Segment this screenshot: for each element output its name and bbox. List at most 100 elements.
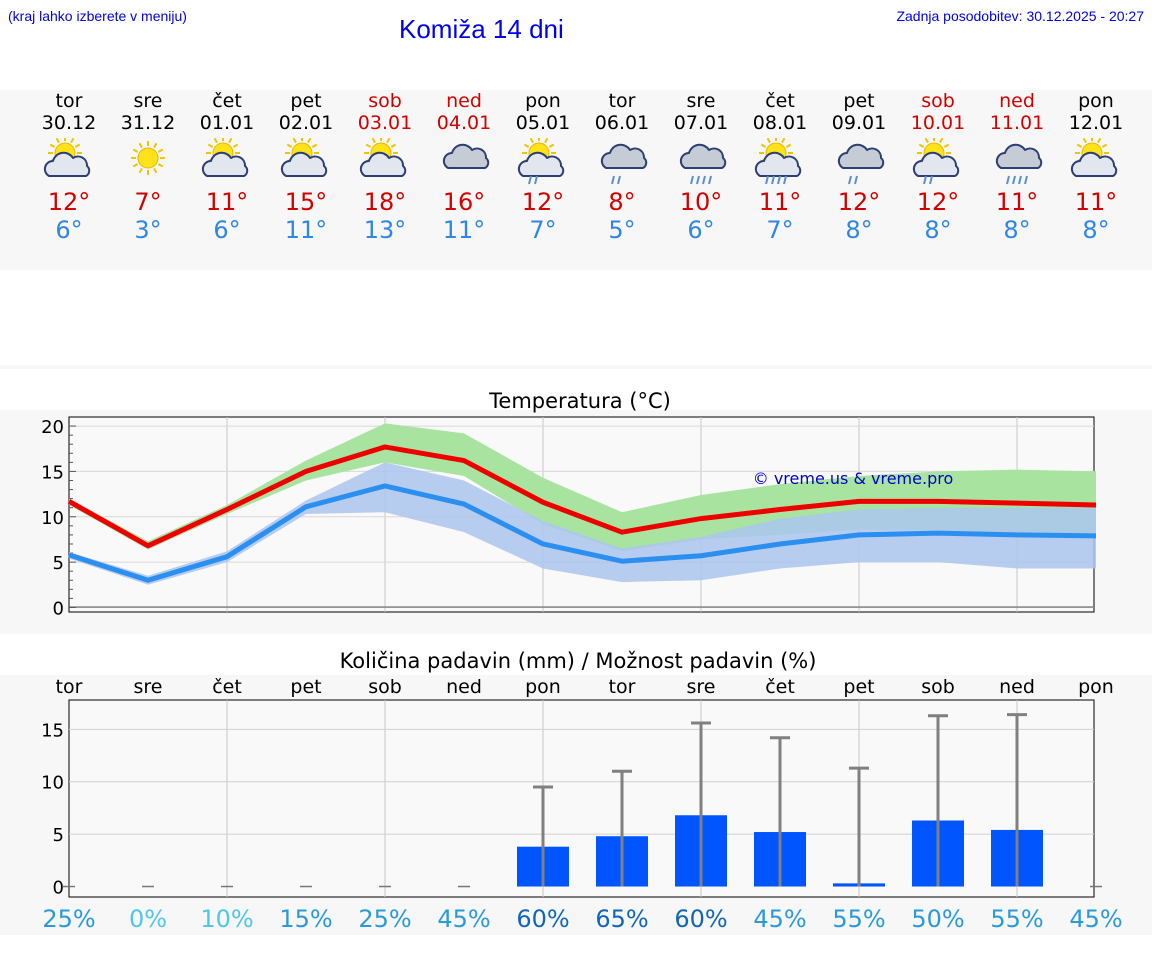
cloud-rain-heavy-icon: [995, 143, 1043, 185]
sun-cloud-icon: [280, 138, 328, 177]
max-temperature: 10°: [679, 188, 723, 216]
forecast-day: sre 31.12 7° 3°: [108, 90, 188, 244]
max-temperature: 11°: [1074, 188, 1118, 216]
precip-probability: 25%: [358, 905, 411, 933]
day-date: 12.01: [1068, 112, 1124, 134]
sun-cloud-rain-icon: [517, 138, 565, 185]
max-temperature: 11°: [995, 188, 1039, 216]
max-temperature: 12°: [837, 188, 881, 216]
min-temperature: 11°: [442, 216, 486, 244]
forecast-day: tor 30.12 12° 6°: [29, 90, 109, 244]
category-label: čet: [765, 676, 795, 698]
precip-probability: 25%: [42, 905, 95, 933]
day-date: 31.12: [120, 112, 176, 134]
cloud-rain-heavy-icon: [679, 143, 727, 185]
category-label: pet: [290, 676, 321, 698]
day-date: 07.01: [673, 112, 729, 134]
sun-icon: [131, 141, 165, 175]
day-date: 11.01: [989, 112, 1045, 134]
precip-probability: 0%: [129, 905, 167, 933]
day-date: 04.01: [436, 112, 492, 134]
max-temperature: 7°: [134, 188, 162, 216]
forecast-day: sob 03.01 18° 13°: [345, 90, 425, 244]
precip-probability: 15%: [279, 905, 332, 933]
forecast-day: čet 01.01 11° 6°: [187, 90, 267, 244]
max-temperature: 18°: [363, 188, 407, 216]
day-of-week: ned: [446, 90, 482, 112]
max-temperature: 11°: [758, 188, 802, 216]
min-temperature: 8°: [924, 216, 952, 244]
day-date: 02.01: [278, 112, 334, 134]
precipitation-chart-title: Količina padavin (mm) / Možnost padavin …: [340, 649, 817, 673]
day-date: 03.01: [357, 112, 413, 134]
min-temperature: 8°: [845, 216, 873, 244]
min-temperature: 11°: [284, 216, 328, 244]
forecast-panel: [0, 90, 1152, 270]
precip-probability: 60%: [516, 905, 569, 933]
day-of-week: sob: [368, 90, 402, 112]
y-tick-label: 0: [53, 878, 64, 899]
category-label: sob: [368, 676, 402, 698]
day-of-week: čet: [765, 90, 795, 112]
day-date: 09.01: [831, 112, 887, 134]
sun-cloud-icon: [1070, 138, 1118, 177]
min-temperature: 13°: [363, 216, 407, 244]
last-updated: Zadnja posodobitev: 30.12.2025 - 20:27: [896, 8, 1144, 24]
max-temperature: 16°: [442, 188, 486, 216]
temperature-chart-title: Temperatura (°C): [488, 389, 671, 413]
min-temperature: 6°: [687, 216, 715, 244]
precip-probability: 55%: [832, 905, 885, 933]
forecast-day: tor 06.01 8° 5°: [582, 90, 662, 244]
forecast-day: pet 09.01 12° 8°: [819, 90, 899, 244]
forecast-day: pon 12.01 11° 8°: [1056, 90, 1136, 244]
day-date: 06.01: [594, 112, 650, 134]
day-of-week: sre: [686, 90, 716, 112]
precip-probability: 60%: [674, 905, 727, 933]
category-label: tor: [609, 676, 636, 698]
sun-cloud-icon: [201, 138, 249, 177]
page-title: Komiža 14 dni: [399, 14, 564, 44]
sun-cloud-rain-heavy-icon: [754, 138, 802, 185]
y-tick-label: 15: [41, 720, 64, 741]
precip-probability: 10%: [200, 905, 253, 933]
day-of-week: sre: [133, 90, 163, 112]
category-label: pon: [1078, 676, 1114, 698]
min-temperature: 6°: [55, 216, 83, 244]
y-tick-label: 15: [41, 462, 64, 483]
y-tick-label: 5: [53, 825, 64, 846]
max-temperature: 11°: [205, 188, 249, 216]
max-temperature: 12°: [47, 188, 91, 216]
cloud-rain-icon: [837, 143, 885, 185]
day-of-week: ned: [999, 90, 1035, 112]
day-of-week: sob: [921, 90, 955, 112]
category-label: tor: [56, 676, 83, 698]
location-hint[interactable]: (kraj lahko izberete v meniju): [8, 8, 187, 24]
day-of-week: čet: [212, 90, 242, 112]
min-temperature: 7°: [529, 216, 557, 244]
y-tick-label: 10: [41, 508, 64, 529]
day-date: 05.01: [515, 112, 571, 134]
category-label: pet: [843, 676, 874, 698]
min-temperature: 8°: [1003, 216, 1031, 244]
precip-probability: 65%: [595, 905, 648, 933]
forecast-day: sob 10.01 12° 8°: [898, 90, 978, 244]
cloud-icon: [442, 143, 490, 169]
max-temperature-line: [67, 444, 1097, 549]
day-date: 10.01: [910, 112, 966, 134]
forecast-day: čet 08.01 11° 7°: [740, 90, 820, 244]
precip-probability: 50%: [911, 905, 964, 933]
category-label: sre: [134, 676, 163, 698]
min-temperature: 7°: [766, 216, 794, 244]
precip-probability: 45%: [1069, 905, 1122, 933]
divider: [0, 365, 1152, 369]
min-temperature: 8°: [1082, 216, 1110, 244]
min-temperature-range: [69, 462, 1096, 585]
category-label: pon: [525, 676, 561, 698]
day-of-week: pet: [290, 90, 322, 112]
precip-probability: 45%: [437, 905, 490, 933]
max-temperature: 12°: [916, 188, 960, 216]
min-temperature: 5°: [608, 216, 636, 244]
category-label: sre: [687, 676, 716, 698]
day-date: 01.01: [199, 112, 255, 134]
day-of-week: pet: [843, 90, 875, 112]
